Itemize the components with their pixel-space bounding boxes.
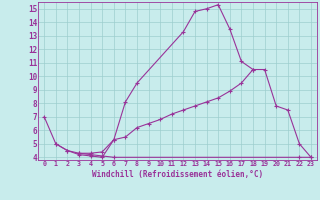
X-axis label: Windchill (Refroidissement éolien,°C): Windchill (Refroidissement éolien,°C) <box>92 170 263 179</box>
